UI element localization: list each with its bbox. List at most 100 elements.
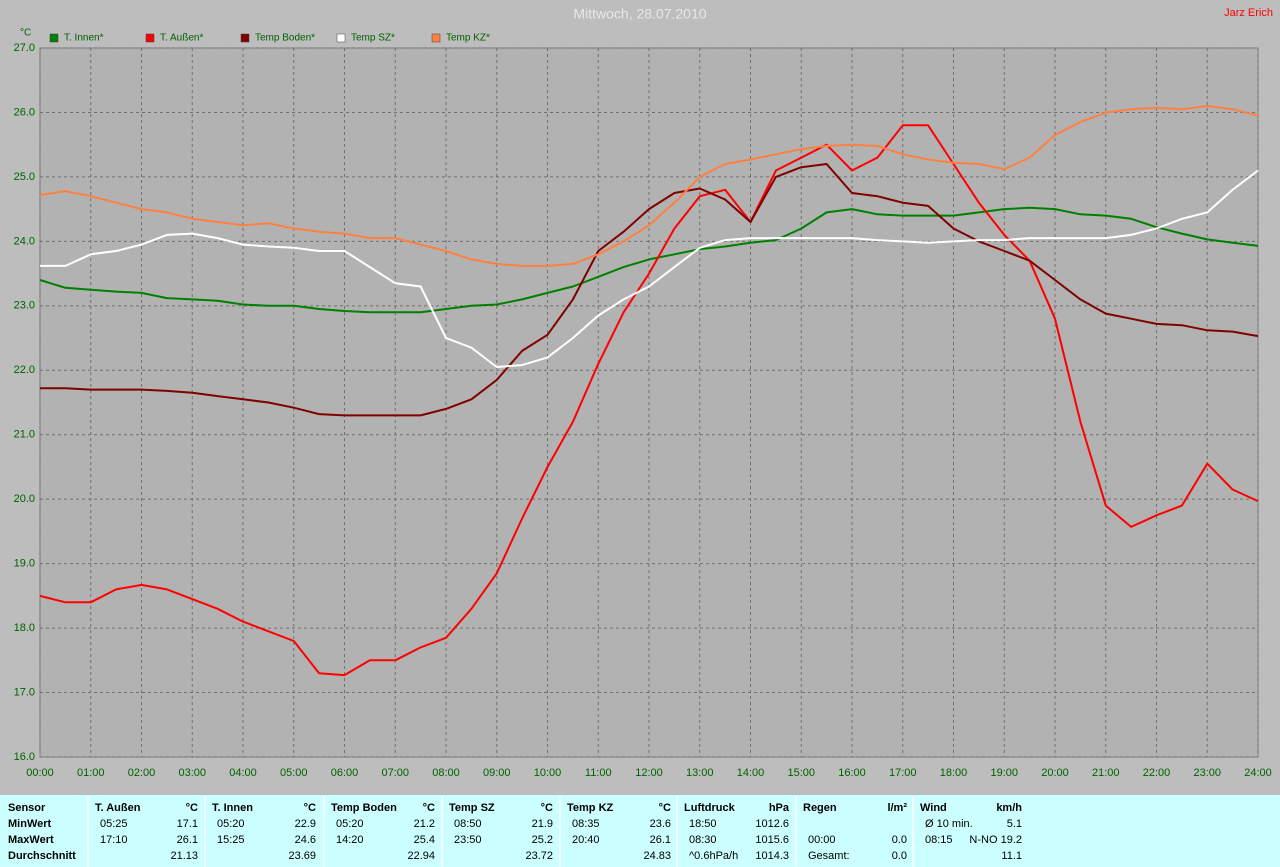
x-tick-label: 22:00: [1143, 767, 1171, 779]
x-tick-label: 21:00: [1092, 767, 1120, 779]
column-unit: hPa: [769, 802, 790, 814]
y-tick-label: 25.0: [14, 171, 35, 183]
cell-value: 25.4: [414, 834, 435, 846]
cell-value: N-NO 19.2: [969, 834, 1022, 846]
column-title: Temp KZ: [567, 802, 614, 814]
x-tick-label: 03:00: [178, 767, 206, 779]
y-tick-label: 22.0: [14, 364, 35, 376]
cell-value: 23.72: [525, 850, 553, 862]
row-label: Durchschnitt: [8, 850, 76, 862]
cell-value: 21.2: [414, 818, 435, 830]
cell-time: 15:25: [217, 834, 245, 846]
cell-value: 0.0: [892, 850, 907, 862]
cell-time: 05:20: [336, 818, 364, 830]
cell-time: 17:10: [100, 834, 128, 846]
y-tick-label: 24.0: [14, 235, 35, 247]
y-axis-label: °C: [20, 28, 31, 39]
x-tick-label: 07:00: [381, 767, 409, 779]
cell-time: Ø 10 min.: [925, 818, 973, 830]
cell-time: 18:50: [689, 818, 717, 830]
legend-label: Temp Boden*: [255, 33, 315, 44]
legend-swatch: [336, 33, 346, 43]
series-line: [40, 169, 1259, 368]
x-tick-label: 17:00: [889, 767, 917, 779]
cell-value: 26.1: [177, 834, 198, 846]
legend-swatch: [49, 33, 59, 43]
column-title: Luftdruck: [684, 802, 736, 814]
x-tick-label: 18:00: [940, 767, 968, 779]
legend-swatch: [145, 33, 155, 43]
x-tick-label: 14:00: [737, 767, 765, 779]
cell-value: 21.9: [532, 818, 553, 830]
row-label: MinWert: [8, 818, 52, 830]
x-tick-label: 10:00: [534, 767, 562, 779]
x-tick-label: 02:00: [128, 767, 156, 779]
y-tick-label: 26.0: [14, 106, 35, 118]
cell-value: 1014.3: [755, 850, 789, 862]
column-title: Temp SZ: [449, 802, 495, 814]
column-unit: °C: [659, 802, 671, 814]
legend-swatch: [240, 33, 250, 43]
column-unit: km/h: [996, 802, 1022, 814]
cell-time: Gesamt:: [808, 850, 850, 862]
cell-time: 08:15: [925, 834, 953, 846]
legend-swatch: [431, 33, 441, 43]
x-tick-label: 04:00: [229, 767, 257, 779]
x-tick-label: 08:00: [432, 767, 460, 779]
cell-value: 1015.6: [755, 834, 789, 846]
column-title: Temp Boden: [331, 802, 397, 814]
cell-time: 08:30: [689, 834, 717, 846]
cell-value: 22.9: [295, 818, 316, 830]
column-title: Regen: [803, 802, 837, 814]
column-title: Wind: [920, 802, 947, 814]
cell-time: 23:50: [454, 834, 482, 846]
cell-time: ^0.6hPa/h: [689, 850, 738, 862]
y-tick-label: 17.0: [14, 686, 35, 698]
y-tick-label: 21.0: [14, 429, 35, 441]
column-unit: °C: [304, 802, 316, 814]
x-tick-label: 01:00: [77, 767, 105, 779]
cell-time: 08:50: [454, 818, 482, 830]
cell-value: 24.6: [295, 834, 316, 846]
legend-label: T. Innen*: [64, 33, 104, 44]
cell-value: 1012.6: [755, 818, 789, 830]
chart-title: Mittwoch, 28.07.2010: [573, 6, 706, 22]
row-label: MaxWert: [8, 834, 54, 846]
column-unit: l/m²: [887, 802, 907, 814]
column-title: T. Außen: [95, 802, 141, 814]
cell-value: 25.2: [532, 834, 553, 846]
cell-time: 20:40: [572, 834, 600, 846]
x-tick-label: 09:00: [483, 767, 511, 779]
stats-panel: [0, 795, 1280, 867]
author: Jarz Erich: [1224, 7, 1273, 19]
series-line: [39, 206, 1259, 314]
cell-value: 26.1: [650, 834, 671, 846]
y-tick-label: 27.0: [14, 42, 35, 54]
x-tick-label: 00:00: [26, 767, 54, 779]
series-line: [39, 124, 1259, 677]
column-unit: °C: [541, 802, 553, 814]
column-unit: °C: [423, 802, 435, 814]
row-label: Sensor: [8, 802, 46, 814]
y-tick-label: 18.0: [14, 622, 35, 634]
x-tick-label: 11:00: [585, 767, 612, 779]
legend-label: Temp SZ*: [351, 33, 395, 44]
x-tick-label: 20:00: [1041, 767, 1069, 779]
cell-time: 08:35: [572, 818, 600, 830]
cell-time: 05:20: [217, 818, 245, 830]
cell-value: 21.13: [170, 850, 198, 862]
cell-value: 5.1: [1007, 818, 1022, 830]
column-title: T. Innen: [212, 802, 253, 814]
cell-time: 14:20: [336, 834, 364, 846]
x-tick-label: 15:00: [787, 767, 815, 779]
y-tick-label: 20.0: [14, 493, 35, 505]
x-tick-label: 13:00: [686, 767, 714, 779]
x-tick-label: 19:00: [990, 767, 1018, 779]
legend-label: Temp KZ*: [446, 33, 490, 44]
cell-value: 11.1: [1001, 850, 1022, 862]
x-tick-label: 05:00: [280, 767, 308, 779]
y-tick-label: 16.0: [14, 751, 35, 763]
series-line: [40, 163, 1259, 417]
